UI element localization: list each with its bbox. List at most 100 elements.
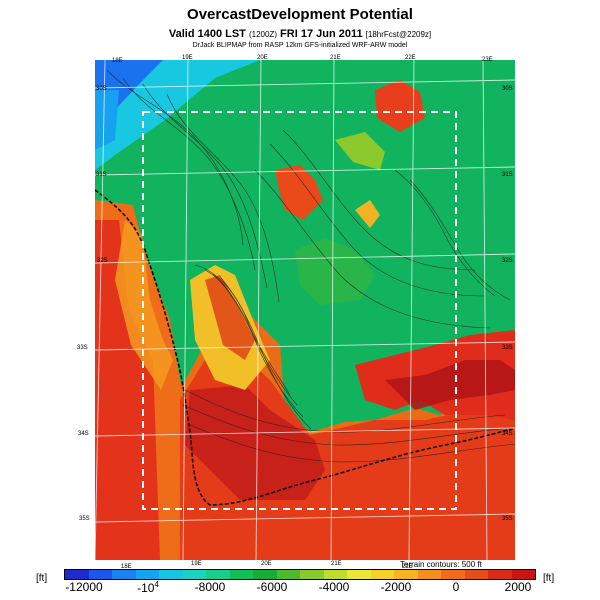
contour-line bbox=[122, 77, 256, 271]
southeast-deep-red bbox=[385, 360, 515, 410]
lat-right-30: 30S bbox=[502, 86, 513, 92]
colorbar-label-zero: 0 bbox=[452, 580, 460, 594]
colorbar-label-neg-10000-base: -10 bbox=[137, 581, 155, 595]
colorbar-label-neg-6000: -6000 bbox=[256, 580, 288, 594]
colorbar-strip bbox=[65, 570, 535, 579]
colorbar-unit-right: [ft] bbox=[543, 573, 555, 584]
forecast-map bbox=[95, 60, 515, 560]
colorbar-swatch bbox=[464, 570, 488, 579]
coastline-path bbox=[95, 189, 515, 506]
forecast-map-svg bbox=[95, 60, 515, 560]
contour-line bbox=[184, 389, 506, 433]
colorbar-swatch bbox=[206, 570, 230, 579]
colorbar-swatch bbox=[417, 570, 441, 579]
lon-bottom-20: 20E bbox=[261, 561, 272, 567]
colorbar-swatch bbox=[229, 570, 253, 579]
central-lime-patch bbox=[335, 132, 385, 170]
colorbar-swatch bbox=[394, 570, 418, 579]
colorbar-swatch bbox=[488, 570, 512, 579]
lat-right-35: 35S bbox=[502, 516, 513, 522]
lon-top-19: 19E bbox=[182, 55, 193, 61]
valid-date: FRI 17 Jun 2011 bbox=[280, 28, 363, 40]
grid-meridian bbox=[95, 60, 106, 560]
model-line: DrJack BLIPMAP from RASP 12km GFS-initia… bbox=[192, 42, 408, 49]
lon-bottom-19: 19E bbox=[191, 561, 202, 567]
colorbar bbox=[64, 569, 536, 580]
grid-parallel bbox=[95, 253, 515, 264]
lon-bottom-18: 18E bbox=[121, 564, 132, 570]
central-yellow-patch bbox=[355, 200, 380, 228]
colorbar-swatch bbox=[441, 570, 465, 579]
grid-parallel bbox=[95, 166, 515, 176]
lat-left-32: 32S bbox=[97, 258, 108, 264]
north-heat-patch bbox=[375, 80, 425, 132]
colorbar-unit-left: [ft] bbox=[36, 573, 48, 584]
colorbar-label-neg-10000-exp: 4 bbox=[154, 580, 159, 589]
coastline bbox=[95, 189, 515, 506]
contour-line bbox=[189, 424, 515, 463]
grid-parallel bbox=[95, 79, 515, 89]
cold-region-light-blue bbox=[95, 90, 119, 150]
grid-meridian bbox=[255, 60, 262, 560]
lat-right-32: 32S bbox=[502, 258, 513, 264]
colorbar-swatch bbox=[511, 570, 535, 579]
colorbar-label-neg-8000: -8000 bbox=[194, 580, 226, 594]
contour-line bbox=[254, 169, 491, 329]
lat-left-33: 33S bbox=[77, 345, 88, 351]
grid-meridian bbox=[330, 60, 335, 560]
colorbar-swatch bbox=[347, 570, 371, 579]
forecast-window bbox=[142, 111, 457, 510]
grid-parallel bbox=[95, 513, 515, 523]
colorbar-label-neg-2000: -2000 bbox=[380, 580, 412, 594]
lon-bottom-21: 21E bbox=[331, 561, 342, 567]
lon-top-23: 23E bbox=[482, 57, 493, 63]
lat-right-34: 34S bbox=[502, 431, 513, 437]
contour-line bbox=[394, 169, 496, 297]
colorbar-label-neg-12000: -12000 bbox=[65, 580, 103, 594]
colorbar-swatch bbox=[323, 570, 347, 579]
lat-right-31: 31S bbox=[502, 172, 513, 178]
colorbar-label-neg-4000: -4000 bbox=[318, 580, 350, 594]
lat-left-34: 34S bbox=[78, 431, 89, 437]
map-title: OvercastDevelopment Potential bbox=[187, 6, 413, 23]
colorbar-swatch bbox=[88, 570, 112, 579]
forecast-label: [18hrFcst@2209z] bbox=[365, 30, 432, 39]
contour-line bbox=[194, 264, 291, 396]
grid-parallel bbox=[95, 341, 515, 351]
contour-line bbox=[282, 129, 476, 271]
grid-parallel bbox=[95, 427, 515, 437]
central-north-heat-patch bbox=[275, 165, 323, 220]
colorbar-label-neg-10000: -104 bbox=[137, 580, 159, 595]
colorbar-swatch bbox=[370, 570, 394, 579]
grid-meridian bbox=[482, 60, 488, 560]
grid-meridian bbox=[182, 60, 189, 560]
map-subtitle: Valid 1400 LST (1200Z) FRI 17 Jun 2011 [… bbox=[0, 28, 600, 40]
contour-line bbox=[212, 273, 304, 418]
contour-line bbox=[269, 143, 486, 297]
colorbar-swatch bbox=[253, 570, 277, 579]
colorbar-swatch bbox=[276, 570, 300, 579]
colorbar-swatch bbox=[300, 570, 324, 579]
inland-orange-band bbox=[205, 275, 255, 360]
south-red-core bbox=[185, 385, 325, 500]
terrain-contours bbox=[106, 69, 515, 463]
lat-lon-grid bbox=[95, 60, 515, 560]
lat-left-30: 30S bbox=[96, 86, 107, 92]
valid-time-code: (1200Z) bbox=[248, 30, 277, 39]
lon-top-21: 21E bbox=[330, 55, 341, 61]
colorbar-swatch bbox=[182, 570, 206, 579]
lon-top-20: 20E bbox=[257, 55, 268, 61]
colorbar-swatch bbox=[159, 570, 183, 579]
lat-left-31: 31S bbox=[96, 172, 107, 178]
lon-top-22: 22E bbox=[405, 55, 416, 61]
colorbar-label-2000: 2000 bbox=[504, 580, 532, 594]
lat-right-33: 33S bbox=[502, 345, 513, 351]
lon-top-18: 18E bbox=[112, 58, 123, 64]
lon-bottom-22: 22E bbox=[402, 564, 413, 570]
colorbar-swatch bbox=[135, 570, 159, 579]
contour-line bbox=[220, 277, 312, 430]
contour-line bbox=[182, 404, 511, 446]
grid-meridian bbox=[408, 60, 415, 560]
lat-left-35: 35S bbox=[79, 516, 90, 522]
